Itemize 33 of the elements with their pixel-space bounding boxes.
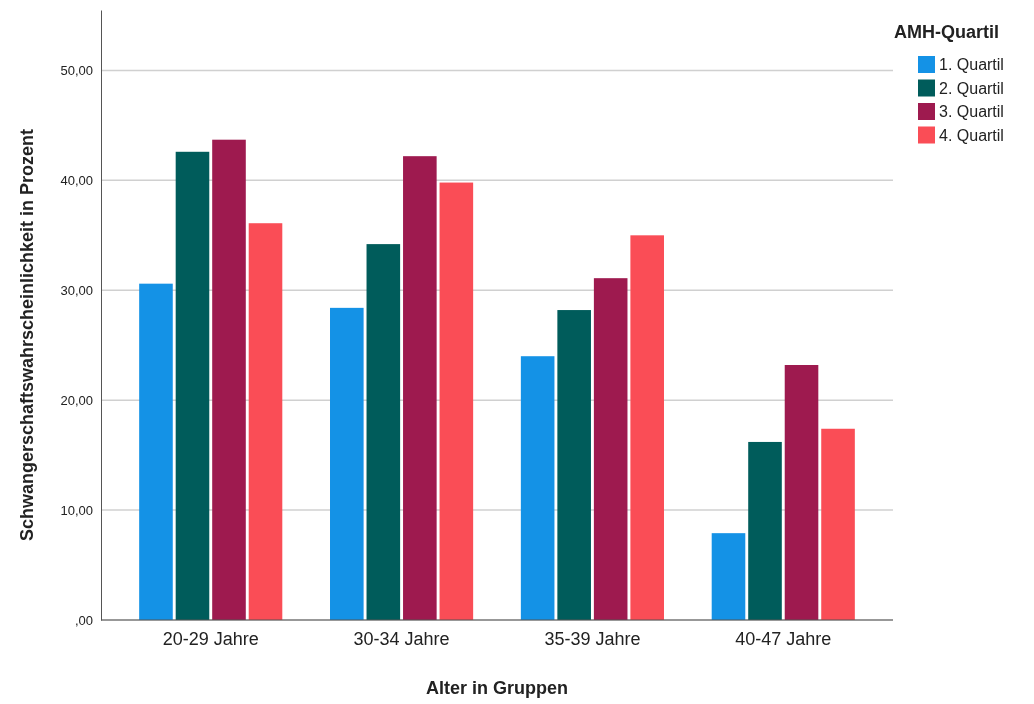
legend-label: 2. Quartil [939,79,1004,97]
bar [139,283,173,620]
bar [557,310,591,620]
y-tick-label: 30,00 [60,282,93,298]
bar [711,533,746,620]
bar [593,278,628,620]
y-tick-label: 50,00 [60,63,93,79]
bar [630,235,664,620]
x-tick-label: 20-29 Jahre [162,628,259,649]
bar [784,365,819,620]
y-tick-label: ,00 [74,612,93,628]
legend-label: 4. Quartil [939,126,1004,144]
bar [330,307,364,620]
bar [748,441,782,620]
y-tick-label: 20,00 [60,392,93,408]
bar [366,244,401,620]
x-tick-label: 35-39 Jahre [544,628,641,649]
bar [175,151,210,620]
bar [212,139,246,620]
bar [520,356,555,620]
x-tick-label: 30-34 Jahre [353,628,450,649]
y-axis-title: Schwangerschaftswahrscheinlichkeit in Prozent [17,128,37,542]
bar [248,223,283,620]
x-tick-label: 40-47 Jahre [735,628,832,649]
x-axis-title: Alter in Gruppen [425,678,569,698]
y-tick-label: 40,00 [60,173,93,189]
legend-label: 3. Quartil [939,103,1004,120]
legend-label: 1. Quartil [939,56,1004,73]
bar [403,156,437,620]
y-tick-label: 10,00 [60,502,93,518]
bar [821,428,855,620]
bar [439,182,474,620]
legend-title: AMH-Quartil [894,22,999,42]
